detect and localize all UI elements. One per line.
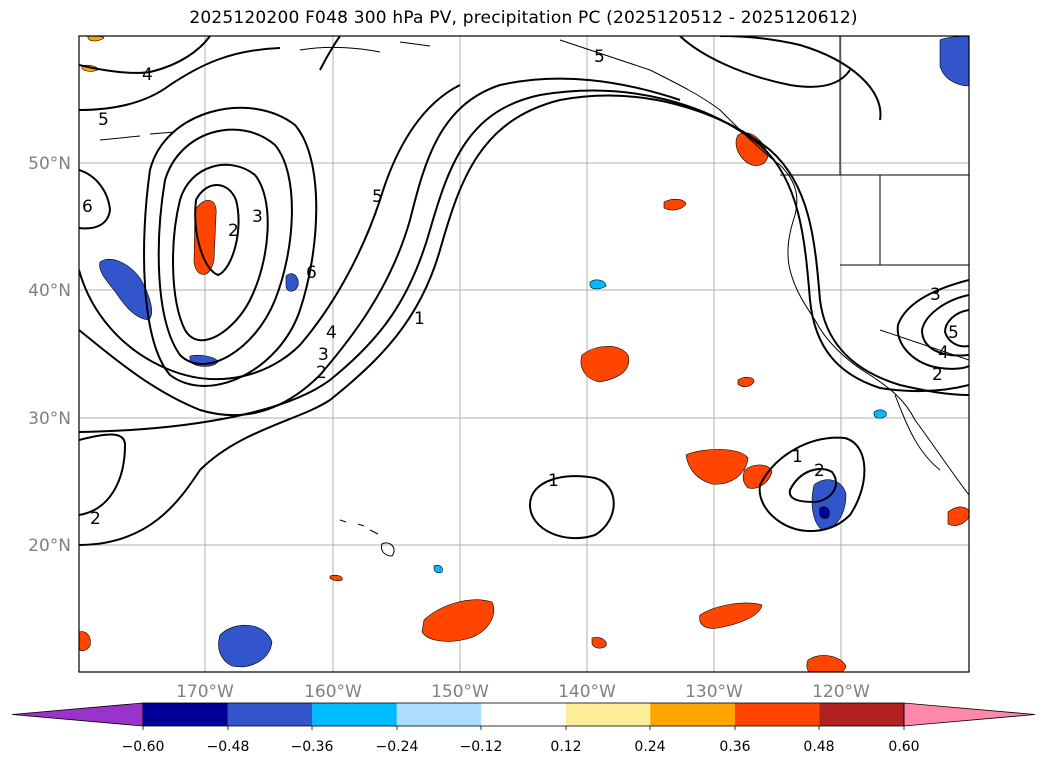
contour-label: 1: [548, 471, 559, 491]
pv-contour-labels: 4 5 6 2 3 5 6 4 3 2 1 5 1 2 2 1 3 4 5 2: [82, 47, 959, 529]
colorbar-tick-label: −0.48: [207, 739, 250, 755]
map-title: 2025120200 F048 300 hPa PV, precipitatio…: [189, 8, 858, 28]
contour-label: 2: [228, 221, 239, 241]
lon-label: 120°W: [812, 682, 870, 702]
colorbar-tick-label: −0.24: [376, 739, 419, 755]
lat-label: 30°N: [28, 409, 71, 429]
coastlines: [99, 36, 969, 557]
contour-label: 6: [82, 197, 93, 217]
contour-label: 6: [306, 263, 317, 283]
contour-label: 5: [98, 110, 109, 130]
contour-label: 4: [142, 65, 153, 85]
contour-label: 3: [252, 207, 263, 227]
lon-label: 130°W: [685, 682, 743, 702]
contour-label: 4: [938, 343, 949, 363]
lat-label: 20°N: [28, 536, 71, 556]
map-area: [79, 36, 969, 672]
contour-label: 5: [594, 47, 605, 67]
contour-label: 4: [326, 323, 337, 343]
colorbar-segment: [819, 703, 905, 726]
colorbar-tick-label: 0.48: [803, 739, 834, 755]
colorbar-tick-label: 0.60: [888, 739, 919, 755]
colorbar-segment: [227, 703, 313, 726]
contour-label: 5: [948, 323, 959, 343]
contour-label: 1: [792, 447, 803, 467]
contour-label: 1: [414, 309, 425, 329]
colorbar-segment: [734, 703, 820, 726]
colorbar-tick-label: 0.12: [550, 739, 581, 755]
colorbar-segment: [143, 703, 229, 726]
lon-label: 140°W: [558, 682, 616, 702]
colorbar: [11, 702, 1036, 730]
colorbar-tick-label: −0.12: [460, 739, 503, 755]
contour-label: 3: [930, 285, 941, 305]
precip-positive: [79, 36, 969, 672]
map-frame: [78, 35, 970, 673]
precip-negative: [99, 36, 969, 668]
contour-label: 2: [90, 509, 101, 529]
colorbar-segment: [312, 703, 398, 726]
colorbar-segment: [396, 703, 482, 726]
contour-label: 2: [814, 461, 825, 481]
contour-label: 2: [932, 365, 943, 385]
colorbar-tick-label: 0.24: [634, 739, 665, 755]
colorbar-ticks: −0.60 −0.48 −0.36 −0.24 −0.12 0.12 0.24 …: [122, 739, 920, 755]
lat-labels: 50°N 40°N 30°N 20°N: [28, 154, 71, 556]
contour-label: 2: [316, 363, 327, 383]
contour-label: 5: [372, 187, 383, 207]
lon-label: 160°W: [304, 682, 362, 702]
colorbar-tick-label: −0.60: [122, 739, 165, 755]
colorbar-extension-low: [11, 702, 144, 727]
colorbar-tick-label: 0.36: [719, 739, 750, 755]
lat-label: 50°N: [28, 154, 71, 174]
colorbar-segment: [565, 703, 651, 726]
colorbar-tick-label: −0.36: [291, 739, 334, 755]
colorbar-segment: [650, 703, 736, 726]
colorbar-frame: [142, 702, 905, 727]
lon-labels: 170°W 160°W 150°W 140°W 130°W 120°W: [176, 682, 870, 702]
lat-label: 40°N: [28, 281, 71, 301]
colorbar-segment: [481, 703, 567, 726]
colorbar-extension-high: [903, 702, 1036, 727]
lon-label: 150°W: [431, 682, 489, 702]
contour-label: 3: [318, 345, 329, 365]
lon-label: 170°W: [176, 682, 234, 702]
